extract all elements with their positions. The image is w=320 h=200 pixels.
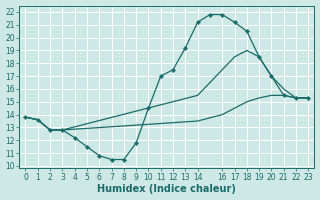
X-axis label: Humidex (Indice chaleur): Humidex (Indice chaleur)	[98, 184, 236, 194]
